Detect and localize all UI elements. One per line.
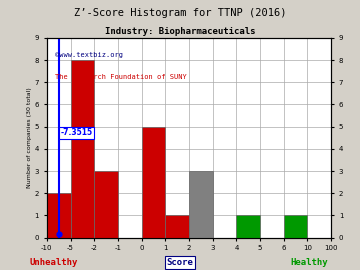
Text: The Research Foundation of SUNY: The Research Foundation of SUNY — [55, 74, 187, 80]
Bar — [141, 127, 165, 238]
Y-axis label: Number of companies (30 total): Number of companies (30 total) — [27, 87, 32, 188]
Text: Industry: Biopharmaceuticals: Industry: Biopharmaceuticals — [105, 27, 255, 36]
Bar — [94, 171, 118, 238]
Text: ©www.textbiz.org: ©www.textbiz.org — [55, 52, 123, 58]
Bar — [71, 60, 94, 238]
Text: Healthy: Healthy — [291, 258, 328, 267]
Bar — [165, 215, 189, 238]
Text: Score: Score — [167, 258, 193, 267]
Text: Z’-Score Histogram for TTNP (2016): Z’-Score Histogram for TTNP (2016) — [74, 8, 286, 18]
Text: Unhealthy: Unhealthy — [30, 258, 78, 267]
Bar — [237, 215, 260, 238]
Bar — [284, 215, 307, 238]
Bar — [47, 193, 71, 238]
Bar — [189, 171, 213, 238]
Text: -7.3515: -7.3515 — [60, 129, 93, 137]
